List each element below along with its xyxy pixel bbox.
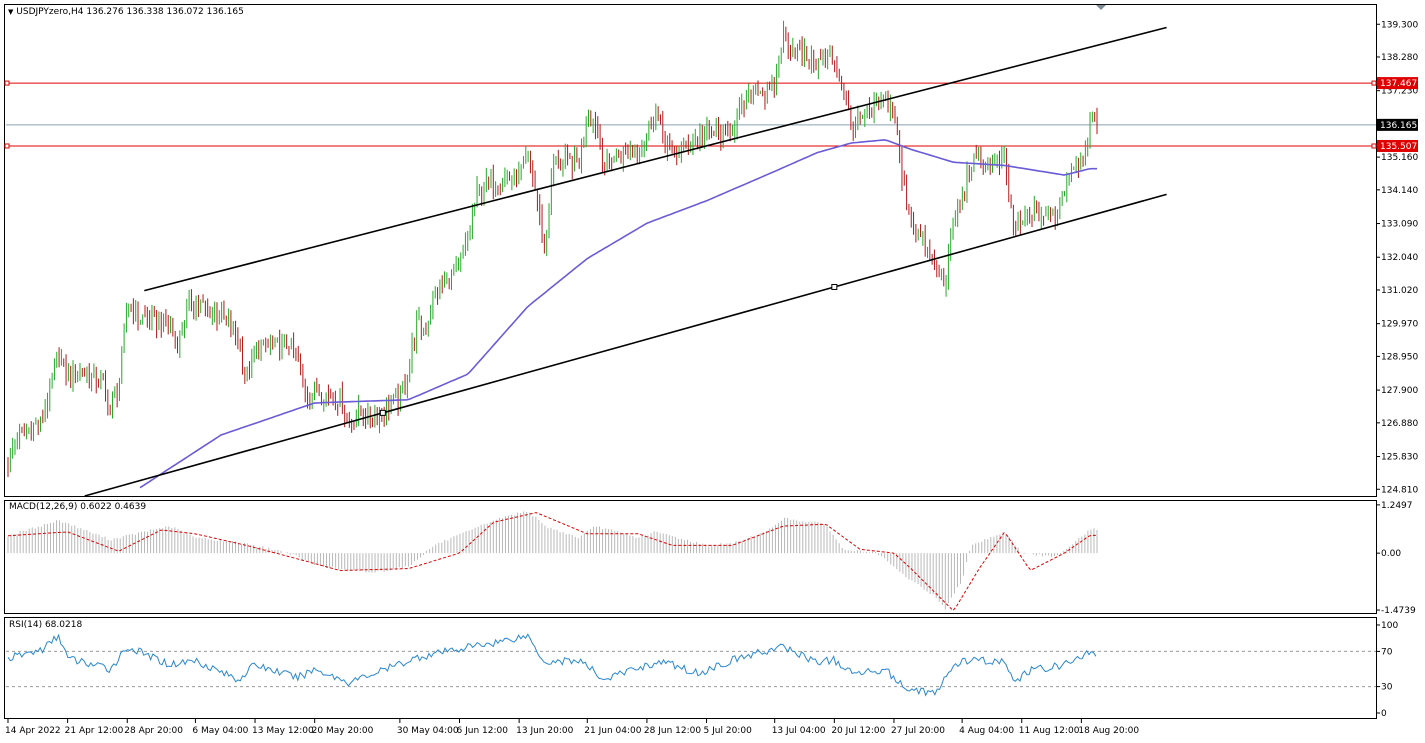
time-tick-label: 11 Aug 12:00	[1019, 726, 1080, 736]
price-tick-label: 138.280	[1381, 53, 1418, 63]
time-tick-label: 28 Apr 20:00	[124, 726, 183, 736]
level-price-tag	[1377, 139, 1418, 152]
lower-trend-line[interactable]	[84, 193, 1167, 497]
symbol-header: ▼ USDJPYzero,H4 136.276 136.338 136.072 …	[8, 7, 244, 17]
chart-shift-marker-icon[interactable]	[1096, 5, 1106, 10]
level-price-tag	[1377, 77, 1418, 90]
rsi-axis: 100 70 30 0	[1376, 621, 1398, 719]
price-tick-label: 124.810	[1381, 485, 1418, 495]
time-tick-label: 6 May 04:00	[192, 726, 248, 736]
time-tick-label: 20 May 20:00	[312, 726, 374, 736]
macd-pane-frame	[4, 500, 1377, 614]
macd-tick-label: 1.2497	[1381, 501, 1413, 511]
price-axis: 139.300 138.280 137.230 135.160 134.140 133.0…	[1376, 20, 1418, 495]
rsi-line	[7, 633, 1097, 697]
trend-line-anchor-handle[interactable]	[831, 283, 838, 290]
time-tick-label: 13 Jul 04:00	[772, 726, 826, 736]
price-tag-text: 137.467	[1380, 79, 1417, 89]
time-tick-label: 30 May 04:00	[397, 726, 459, 736]
macd-tick-label: 0.00	[1381, 549, 1401, 559]
dropdown-triangle-icon[interactable]: ▼	[8, 8, 14, 16]
time-tick-label: 18 Aug 20:00	[1078, 726, 1139, 736]
macd-axis: 1.2497 0.00 -1.4739	[1376, 501, 1416, 616]
time-tick-label: 5 Jul 20:00	[704, 726, 753, 736]
time-tick-label: 6 Jun 12:00	[457, 726, 509, 736]
time-tick-label: 13 Jun 20:00	[516, 726, 573, 736]
level-handle-right[interactable]	[1371, 143, 1377, 149]
level-handle-right[interactable]	[1371, 80, 1377, 86]
macd-pane	[7, 511, 1098, 612]
macd-tick-label: -1.4739	[1381, 606, 1416, 616]
price-tick-label: 131.020	[1381, 286, 1418, 296]
time-tick-label: 27 Jul 20:00	[891, 726, 945, 736]
trend-line-anchor-handle[interactable]	[379, 409, 386, 416]
symbol-ohlc-readout: USDJPYzero,H4 136.276 136.338 136.072 13…	[16, 7, 244, 17]
price-tick-label: 137.230	[1381, 87, 1418, 97]
price-tick-label: 126.880	[1381, 419, 1418, 429]
moving-average-line	[139, 139, 1097, 489]
price-tick-label: 134.140	[1381, 186, 1418, 196]
price-tick-label: 128.950	[1381, 352, 1418, 362]
price-tick-label: 129.970	[1381, 320, 1418, 330]
rsi-pane-frame	[4, 617, 1377, 719]
time-tick-label: 4 Aug 04:00	[959, 726, 1014, 736]
price-tick-label: 133.090	[1381, 220, 1418, 230]
time-axis: 14 Apr 2022 21 Apr 12:00 28 Apr 20:00 6 May…	[5, 719, 1139, 736]
time-tick-label: 20 Jul 12:00	[831, 726, 885, 736]
price-tick-label: 135.160	[1381, 153, 1418, 163]
level-handle-left[interactable]	[4, 80, 10, 86]
time-tick-label: 13 May 12:00	[252, 726, 314, 736]
macd-indicator-label: MACD(12,26,9) 0.6022 0.4639	[9, 502, 147, 512]
level-handle-left[interactable]	[4, 143, 10, 149]
price-pane	[4, 20, 1377, 497]
rsi-tick-label: 100	[1381, 621, 1398, 631]
rsi-tick-label: 0	[1381, 709, 1387, 719]
current-price-tag	[1377, 118, 1418, 131]
rsi-indicator-label: RSI(14) 68.0218	[9, 620, 83, 630]
price-tick-label: 132.040	[1381, 253, 1418, 263]
time-tick-label: 28 Jun 12:00	[644, 726, 701, 736]
time-tick-label: 21 Apr 12:00	[65, 726, 124, 736]
price-pane-frame	[4, 4, 1377, 497]
upper-trend-line[interactable]	[144, 26, 1167, 292]
price-tick-label: 127.900	[1381, 386, 1418, 396]
macd-signal-line	[7, 512, 1097, 612]
price-tag-text: 136.165	[1380, 121, 1417, 131]
price-tick-label: 125.830	[1381, 453, 1418, 463]
price-tag-text: 135.507	[1380, 142, 1417, 152]
time-tick-label: 21 Jun 04:00	[584, 726, 641, 736]
price-tick-label: 139.300	[1381, 20, 1418, 30]
rsi-pane	[6, 633, 1376, 697]
rsi-tick-label: 30	[1381, 683, 1393, 693]
time-tick-label: 14 Apr 2022	[5, 726, 61, 736]
rsi-tick-label: 70	[1381, 647, 1393, 657]
